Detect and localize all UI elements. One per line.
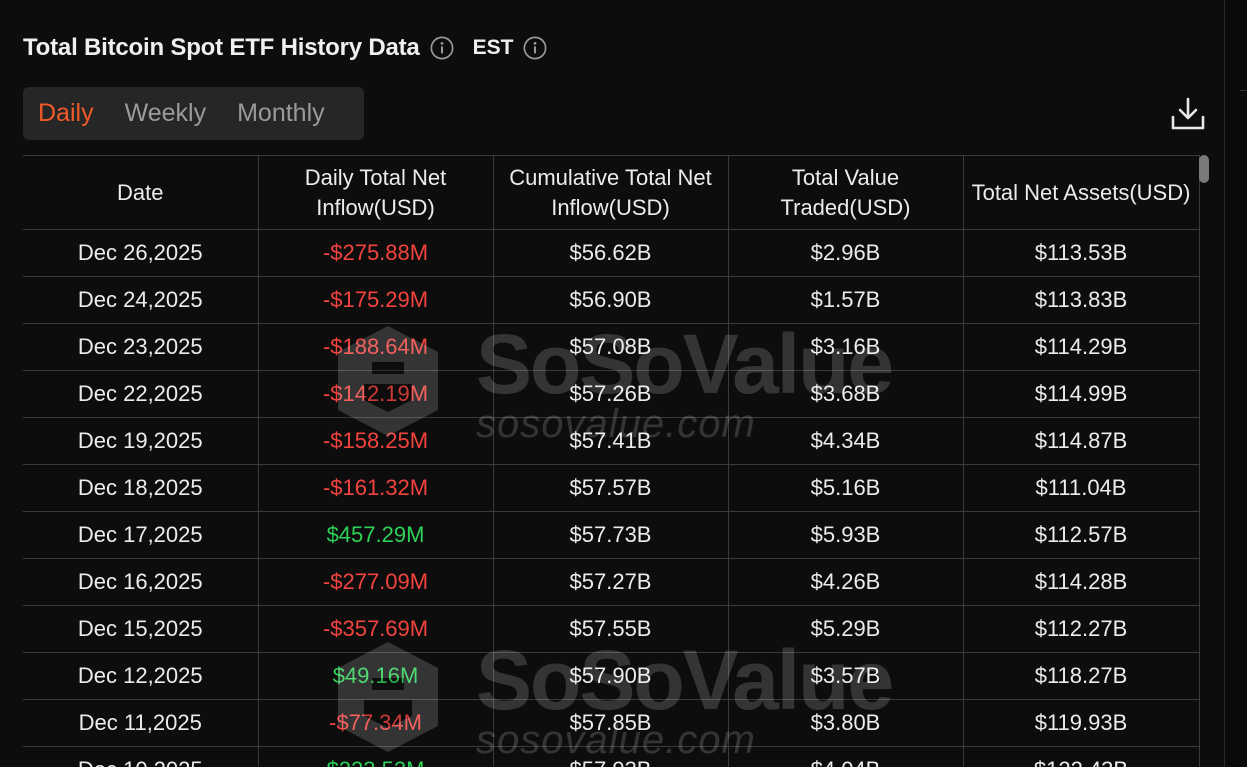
daily-net-inflow-cell: -$357.69M xyxy=(257,605,494,653)
date-cell: Dec 16,2025 xyxy=(23,558,259,606)
table-row[interactable]: Dec 11,2025 -$77.34M $57.85B $3.80B $119.93B xyxy=(23,699,1200,747)
net-assets-cell: $119.93B xyxy=(962,699,1200,747)
net-assets-cell: $118.27B xyxy=(962,652,1200,700)
date-cell: Dec 12,2025 xyxy=(23,652,259,700)
value-traded-cell: $3.68B xyxy=(727,370,964,418)
daily-net-inflow-cell: $223.52M xyxy=(257,746,494,767)
daily-net-inflow-cell: -$175.29M xyxy=(257,276,494,324)
tab-daily[interactable]: Daily xyxy=(38,99,94,127)
date-cell: Dec 22,2025 xyxy=(23,370,259,418)
table-row[interactable]: Dec 24,2025 -$175.29M $56.90B $1.57B $113.83… xyxy=(23,276,1200,324)
cumulative-net-inflow-cell: $57.93B xyxy=(492,746,729,767)
tab-monthly[interactable]: Monthly xyxy=(237,99,325,127)
value-traded-cell: $5.29B xyxy=(727,605,964,653)
panel-header: Total Bitcoin Spot ETF History Data EST xyxy=(23,30,547,66)
download-icon xyxy=(1171,97,1205,130)
date-cell: Dec 10,2025 xyxy=(23,746,259,767)
table-row[interactable]: Dec 12,2025 $49.16M $57.90B $3.57B $118.27B xyxy=(23,652,1200,700)
value-traded-cell: $2.96B xyxy=(727,229,964,277)
date-cell: Dec 15,2025 xyxy=(23,605,259,653)
timezone-label: EST xyxy=(472,36,514,59)
daily-net-inflow-cell: -$161.32M xyxy=(257,464,494,512)
table-row[interactable]: Dec 16,2025 -$277.09M $57.27B $4.26B $114.28… xyxy=(23,558,1200,606)
net-assets-cell: $113.83B xyxy=(962,276,1200,324)
date-cell: Dec 24,2025 xyxy=(23,276,259,324)
cumulative-net-inflow-cell: $57.27B xyxy=(492,558,729,606)
value-traded-cell: $3.80B xyxy=(727,699,964,747)
date-cell: Dec 23,2025 xyxy=(23,323,259,371)
cumulative-net-inflow-cell: $57.26B xyxy=(492,370,729,418)
value-traded-cell: $4.26B xyxy=(727,558,964,606)
column-header-cumulative-net-inflow[interactable]: Cumulative Total Net Inflow(USD) xyxy=(492,155,729,230)
table-row[interactable]: Dec 22,2025 -$142.19M $57.26B $3.68B $114.99… xyxy=(23,370,1200,418)
value-traded-cell: $4.34B xyxy=(727,417,964,465)
daily-net-inflow-cell: -$142.19M xyxy=(257,370,494,418)
value-traded-cell: $4.04B xyxy=(727,746,964,767)
net-assets-cell: $114.87B xyxy=(962,417,1200,465)
cumulative-net-inflow-cell: $56.90B xyxy=(492,276,729,324)
table-body: Dec 26,2025 -$275.88M $56.62B $2.96B $113.53… xyxy=(23,229,1200,767)
tab-weekly[interactable]: Weekly xyxy=(124,99,207,127)
value-traded-cell: $5.16B xyxy=(727,464,964,512)
scrollbar-thumb[interactable] xyxy=(1199,155,1209,183)
column-header-value-traded[interactable]: Total Value Traded(USD) xyxy=(727,155,964,230)
title-info-icon[interactable] xyxy=(430,36,454,60)
net-assets-cell: $114.29B xyxy=(962,323,1200,371)
cumulative-net-inflow-cell: $57.41B xyxy=(492,417,729,465)
daily-net-inflow-cell: -$275.88M xyxy=(257,229,494,277)
table-scrollbar[interactable] xyxy=(1199,155,1211,767)
net-assets-cell: $114.99B xyxy=(962,370,1200,418)
net-assets-cell: $112.27B xyxy=(962,605,1200,653)
table-row[interactable]: Dec 19,2025 -$158.25M $57.41B $4.34B $114.87… xyxy=(23,417,1200,465)
daily-net-inflow-cell: -$277.09M xyxy=(257,558,494,606)
net-assets-cell: $122.43B xyxy=(962,746,1200,767)
history-table-container: Date Daily Total Net Inflow(USD) Cumulat… xyxy=(23,155,1200,767)
column-header-net-assets[interactable]: Total Net Assets(USD) xyxy=(962,155,1200,230)
net-assets-cell: $112.57B xyxy=(962,511,1200,559)
cumulative-net-inflow-cell: $57.85B xyxy=(492,699,729,747)
value-traded-cell: $1.57B xyxy=(727,276,964,324)
outer-divider xyxy=(1240,90,1247,91)
date-cell: Dec 18,2025 xyxy=(23,464,259,512)
table-row[interactable]: Dec 23,2025 -$188.64M $57.08B $3.16B $114.29… xyxy=(23,323,1200,371)
date-cell: Dec 26,2025 xyxy=(23,229,259,277)
net-assets-cell: $114.28B xyxy=(962,558,1200,606)
cumulative-net-inflow-cell: $57.90B xyxy=(492,652,729,700)
cumulative-net-inflow-cell: $57.55B xyxy=(492,605,729,653)
history-table: Date Daily Total Net Inflow(USD) Cumulat… xyxy=(23,155,1200,767)
date-cell: Dec 19,2025 xyxy=(23,417,259,465)
cumulative-net-inflow-cell: $57.08B xyxy=(492,323,729,371)
table-header-row: Date Daily Total Net Inflow(USD) Cumulat… xyxy=(23,155,1200,230)
download-button[interactable] xyxy=(1169,95,1207,133)
table-row[interactable]: Dec 17,2025 $457.29M $57.73B $5.93B $112.57B xyxy=(23,511,1200,559)
value-traded-cell: $3.16B xyxy=(727,323,964,371)
cumulative-net-inflow-cell: $56.62B xyxy=(492,229,729,277)
timezone-info-icon[interactable] xyxy=(523,36,547,60)
table-row[interactable]: Dec 26,2025 -$275.88M $56.62B $2.96B $113.53… xyxy=(23,229,1200,277)
net-assets-cell: $111.04B xyxy=(962,464,1200,512)
period-tabs: Daily Weekly Monthly xyxy=(23,87,364,140)
page-title: Total Bitcoin Spot ETF History Data xyxy=(23,34,420,61)
daily-net-inflow-cell: -$188.64M xyxy=(257,323,494,371)
daily-net-inflow-cell: -$77.34M xyxy=(257,699,494,747)
column-header-date[interactable]: Date xyxy=(23,155,259,230)
daily-net-inflow-cell: -$158.25M xyxy=(257,417,494,465)
value-traded-cell: $3.57B xyxy=(727,652,964,700)
column-header-daily-net-inflow[interactable]: Daily Total Net Inflow(USD) xyxy=(257,155,494,230)
daily-net-inflow-cell: $49.16M xyxy=(257,652,494,700)
date-cell: Dec 11,2025 xyxy=(23,699,259,747)
table-row[interactable]: Dec 18,2025 -$161.32M $57.57B $5.16B $111.04… xyxy=(23,464,1200,512)
net-assets-cell: $113.53B xyxy=(962,229,1200,277)
value-traded-cell: $5.93B xyxy=(727,511,964,559)
daily-net-inflow-cell: $457.29M xyxy=(257,511,494,559)
date-cell: Dec 17,2025 xyxy=(23,511,259,559)
table-row[interactable]: Dec 10,2025$223.52M$57.93B$4.04B$122.43B xyxy=(23,746,1200,767)
cumulative-net-inflow-cell: $57.73B xyxy=(492,511,729,559)
cumulative-net-inflow-cell: $57.57B xyxy=(492,464,729,512)
table-row[interactable]: Dec 15,2025 -$357.69M $57.55B $5.29B $112.27… xyxy=(23,605,1200,653)
